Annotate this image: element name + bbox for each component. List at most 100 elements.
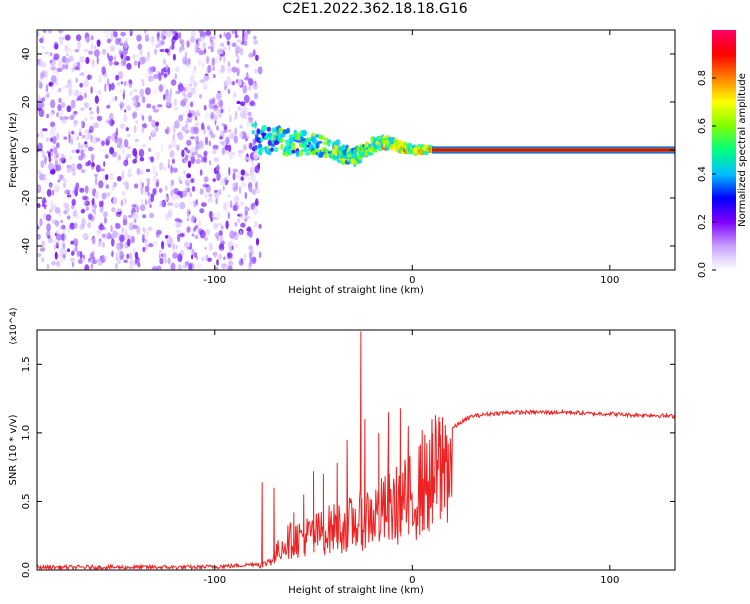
noise-speck: [218, 244, 221, 250]
noise-speck: [201, 61, 205, 68]
noise-speck: [153, 73, 159, 79]
colorbar-tick-label: 0.6: [697, 118, 708, 134]
noise-speck: [212, 35, 216, 40]
noise-speck: [168, 238, 173, 244]
noise-speck: [235, 30, 238, 38]
noise-speck: [174, 106, 179, 111]
noise-speck: [109, 173, 114, 181]
noise-speck: [153, 86, 158, 96]
noise-speck: [139, 88, 145, 97]
noise-speck: [124, 37, 128, 45]
noise-speck: [202, 50, 206, 56]
noise-speck: [159, 48, 165, 53]
noise-speck: [112, 196, 118, 205]
noise-speck: [209, 160, 212, 166]
noise-speck: [159, 200, 164, 208]
noise-speck: [143, 228, 150, 238]
noise-speck: [78, 155, 84, 161]
noise-speck: [199, 169, 203, 176]
noise-speck: [122, 147, 126, 155]
noise-speck: [193, 65, 197, 71]
noise-speck: [56, 142, 60, 149]
noise-speck: [161, 199, 166, 208]
noise-speck: [253, 92, 259, 100]
noise-speck: [91, 197, 95, 206]
noise-speck: [236, 59, 240, 64]
noise-speck: [158, 253, 161, 260]
noise-speck: [214, 266, 219, 270]
noise-speck: [122, 91, 125, 100]
noise-speck: [186, 217, 190, 222]
noise-speck: [48, 151, 51, 158]
noise-speck: [223, 125, 228, 134]
noise-speck: [251, 163, 255, 167]
noise-speck: [98, 74, 102, 84]
noise-speck: [252, 206, 259, 215]
noise-speck: [96, 259, 101, 263]
noise-speck: [103, 30, 110, 34]
noise-speck: [61, 233, 65, 241]
noise-speck: [221, 147, 226, 156]
noise-speck: [79, 72, 85, 76]
noise-speck: [123, 57, 126, 67]
noise-speck: [54, 220, 60, 227]
noise-speck: [245, 216, 251, 219]
noise-speck: [85, 56, 90, 65]
noise-speck: [96, 39, 101, 47]
noise-speck: [123, 89, 126, 93]
noise-speck: [198, 140, 204, 150]
noise-speck: [177, 83, 184, 92]
noise-speck: [204, 193, 208, 200]
noise-speck: [46, 177, 49, 185]
noise-speck: [123, 259, 128, 263]
noise-speck: [86, 74, 93, 80]
noise-speck: [109, 45, 116, 52]
noise-speck: [219, 235, 224, 243]
noise-speck: [195, 158, 201, 164]
noise-speck: [198, 50, 204, 56]
noise-speck: [184, 159, 188, 164]
noise-speck: [136, 167, 140, 175]
noise-speck: [228, 129, 232, 133]
noise-speck: [246, 231, 251, 236]
noise-speck: [239, 47, 244, 56]
noise-speck: [74, 111, 78, 115]
noise-speck: [156, 32, 160, 42]
noise-speck: [115, 262, 118, 270]
noise-speck: [155, 43, 160, 49]
noise-speck: [55, 77, 59, 86]
noise-speck: [117, 154, 122, 161]
noise-speck: [249, 258, 252, 267]
noise-speck: [96, 115, 103, 122]
noise-speck: [103, 174, 106, 181]
noise-speck: [37, 144, 40, 153]
noise-speck: [119, 100, 123, 106]
noise-speck: [199, 79, 206, 83]
noise-speck: [130, 235, 135, 244]
noise-speck: [227, 61, 231, 68]
noise-speck: [81, 134, 86, 139]
noise-speck: [38, 82, 43, 89]
signal-speck: [307, 141, 312, 146]
noise-speck: [191, 233, 195, 237]
noise-speck: [215, 109, 222, 119]
noise-speck: [75, 182, 80, 190]
noise-speck: [61, 232, 67, 242]
noise-speck: [55, 69, 60, 78]
noise-speck: [43, 94, 50, 99]
noise-speck: [228, 105, 231, 113]
noise-speck: [231, 66, 238, 73]
noise-speck: [236, 100, 241, 105]
noise-speck: [103, 211, 108, 218]
noise-speck: [155, 151, 161, 160]
noise-speck: [247, 207, 251, 211]
noise-speck: [213, 252, 217, 258]
noise-speck: [40, 61, 47, 68]
noise-speck: [141, 81, 145, 87]
noise-speck: [207, 198, 214, 203]
noise-speck: [111, 250, 114, 258]
noise-speck: [169, 182, 175, 192]
noise-speck: [139, 157, 145, 162]
noise-speck: [71, 168, 75, 175]
noise-speck: [144, 56, 150, 62]
